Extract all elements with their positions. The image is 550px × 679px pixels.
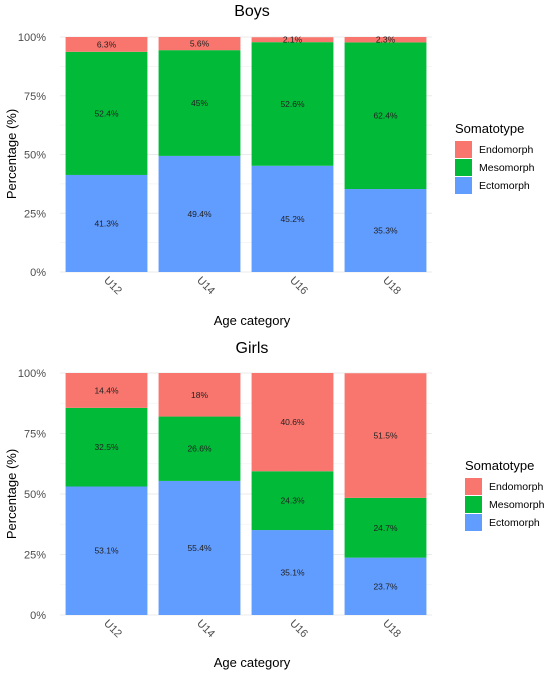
data-label: 18% [191,390,208,400]
x-axis-label: Age category [214,655,291,670]
bar-segment-endomorph [65,373,148,408]
data-label: 5.6% [190,39,210,49]
legend-label: Endomorph [479,144,533,156]
data-label: 2.1% [283,35,303,45]
bar-segment-endomorph [251,373,334,472]
bar-segment-ectomorph [65,486,148,615]
data-label: 6.3% [97,39,117,49]
y-tick-label: 100% [18,32,46,44]
x-tick-label: U12 [101,617,124,640]
data-label: 26.6% [187,444,212,454]
y-tick-label: 25% [24,208,46,220]
x-axis-label: Age category [214,313,291,328]
data-label: 53.1% [94,546,119,556]
bar-segment-mesomorph [65,51,148,175]
legend-label: Mesomorph [479,162,535,174]
data-label: 32.5% [94,442,119,452]
legend-label: Mesomorph [489,499,545,511]
legend-swatch-mesomorph [455,159,472,176]
data-label: 52.6% [280,99,305,109]
bar-segment-endomorph [344,373,427,498]
data-label: 55.4% [187,543,212,553]
data-label: 2.3% [376,35,396,45]
chart-title: Girls [236,340,269,357]
data-label: 40.6% [280,417,305,427]
y-tick-label: 75% [24,91,46,103]
y-tick-label: 25% [24,550,46,562]
x-tick-label: U12 [101,274,124,297]
y-tick-label: 75% [24,429,46,441]
x-tick-label: U18 [380,617,403,640]
data-label: 35.1% [280,568,305,578]
data-label: 52.4% [94,108,119,118]
data-label: 24.7% [373,523,398,533]
y-tick-label: 0% [30,610,46,622]
bar-segment-endomorph [158,373,241,417]
legend-swatch-endomorph [465,478,482,495]
data-label: 45.2% [280,214,305,224]
bar-segment-mesomorph [251,42,334,166]
data-label: 62.4% [373,111,398,121]
x-tick-label: U14 [194,617,217,640]
x-tick-label: U18 [380,274,403,297]
legend-title: Somatotype [465,458,534,473]
legend-swatch-mesomorph [465,496,482,513]
bar-segment-mesomorph [344,497,427,558]
data-label: 51.5% [373,431,398,441]
bar-segment-endomorph [344,37,427,43]
data-label: 24.3% [280,496,305,506]
bar-segment-mesomorph [158,416,241,481]
bar-segment-ectomorph [251,165,334,272]
data-label: 35.3% [373,226,398,236]
bar-segment-ectomorph [158,155,241,272]
y-axis-label: Percentage (%) [4,109,19,199]
data-label: 49.4% [187,209,212,219]
bar-segment-mesomorph [65,407,148,487]
x-tick-label: U16 [287,617,310,640]
bar-segment-ectomorph [344,557,427,615]
bar-segment-ectomorph [158,480,241,615]
legend-swatch-ectomorph [455,177,472,194]
y-axis-label: Percentage (%) [4,449,19,539]
bar-segment-mesomorph [344,42,427,190]
x-tick-label: U14 [194,274,217,297]
data-label: 14.4% [94,385,119,395]
y-tick-label: 50% [24,489,46,501]
y-tick-label: 50% [24,150,46,162]
chart-title: Boys [234,3,270,20]
y-tick-label: 0% [30,267,46,279]
data-label: 23.7% [373,581,398,591]
bar-segment-ectomorph [344,189,427,272]
legend-label: Ectomorph [479,180,530,192]
bar-segment-endomorph [251,37,334,43]
x-tick-label: U16 [287,274,310,297]
legend-label: Endomorph [489,481,543,493]
bar-segment-ectomorph [251,530,334,615]
y-tick-label: 100% [18,368,46,380]
bar-segment-mesomorph [251,471,334,531]
bar-segment-endomorph [158,37,241,51]
data-label: 41.3% [94,218,119,228]
bar-segment-mesomorph [158,50,241,156]
legend-swatch-ectomorph [465,514,482,531]
legend-label: Ectomorph [489,517,540,529]
legend-swatch-endomorph [455,141,472,158]
legend-title: Somatotype [455,121,524,136]
data-label: 45% [191,98,208,108]
bar-segment-ectomorph [65,174,148,272]
bar-segment-endomorph [65,37,148,52]
